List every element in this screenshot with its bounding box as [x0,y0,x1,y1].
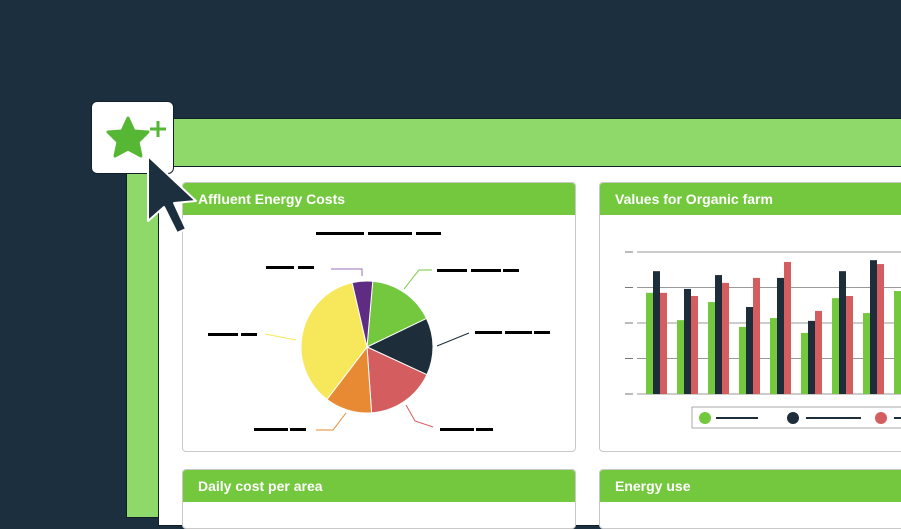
pie-title-redacted [316,232,364,235]
bar-legend [691,406,901,429]
leader-line [403,269,432,290]
pie-label-redacted [241,333,257,336]
card-title: Energy use [600,470,901,502]
bar-s2-7 [877,264,884,394]
bar-s1-1 [684,288,691,394]
leader-line [316,412,347,431]
bar-s0-7 [863,313,870,394]
charts-layer [264,251,901,431]
legend-swatch-green [699,412,711,424]
bar-s2-2 [722,282,729,394]
bar-s0-8 [894,291,901,394]
bar-s0-0 [646,292,653,394]
pie-label-redacted [471,269,501,272]
bar-s2-6 [846,296,853,394]
pie-slice-2 [366,346,428,414]
bar-s2-1 [691,296,698,394]
bar-s1-5 [808,320,815,394]
bar-s1-6 [839,271,846,394]
pie-label-redacted [254,428,288,431]
legend-swatch-red [875,412,887,424]
pie-label-redacted [440,428,474,431]
card-title: Affluent Energy Costs [183,183,575,215]
pie-leader-lines [264,268,470,431]
bar-s2-3 [753,277,760,394]
pie-slice-4 [300,282,368,401]
bar-s1-4 [777,277,784,394]
legend-label-redacted [806,417,861,419]
leader-line [264,333,297,341]
bar-s1-3 [746,307,753,394]
star-plus-icon [106,116,166,158]
bar-s0-4 [770,318,777,394]
bar-s0-3 [739,326,746,394]
pie-title-redacted [368,232,412,235]
bar-s0-6 [832,298,839,394]
bar-s2-5 [815,310,822,394]
bar-s1-2 [715,275,722,394]
pie-label-redacted [290,428,306,431]
legend-label-redacted [894,417,901,419]
bar-s0-5 [801,332,808,394]
pie-title-redacted [416,232,441,235]
bar-s2-4 [784,261,791,394]
bar-s0-2 [708,302,715,394]
pie-label-redacted [476,428,493,431]
add-favorite-button[interactable] [91,101,174,174]
bar-s0-1 [677,320,684,394]
bar-s1-0 [653,271,660,394]
pie-chart [300,280,434,414]
pie-slice-5 [351,280,374,348]
card-title: Daily cost per area [183,470,575,502]
pie-slice-0 [366,280,428,348]
pie-label-redacted [503,269,519,272]
pie-label-redacted [475,331,502,334]
leader-line [331,268,363,276]
pie-label-redacted [298,266,314,269]
pie-slice-1 [365,317,434,376]
pie-label-redacted [534,331,550,334]
leader-line [436,332,470,347]
bar-chart [625,251,901,395]
pie-label-redacted [266,266,294,269]
leader-line [405,404,434,428]
card-title: Values for Organic farm [600,183,901,215]
bar-s1-7 [870,260,877,394]
bar-s2-0 [660,292,667,394]
pie-label-redacted [437,269,467,272]
legend-label-redacted [716,417,758,419]
pie-label-redacted [208,333,238,336]
pie-label-redacted [505,331,532,334]
legend-swatch-navy [787,412,799,424]
